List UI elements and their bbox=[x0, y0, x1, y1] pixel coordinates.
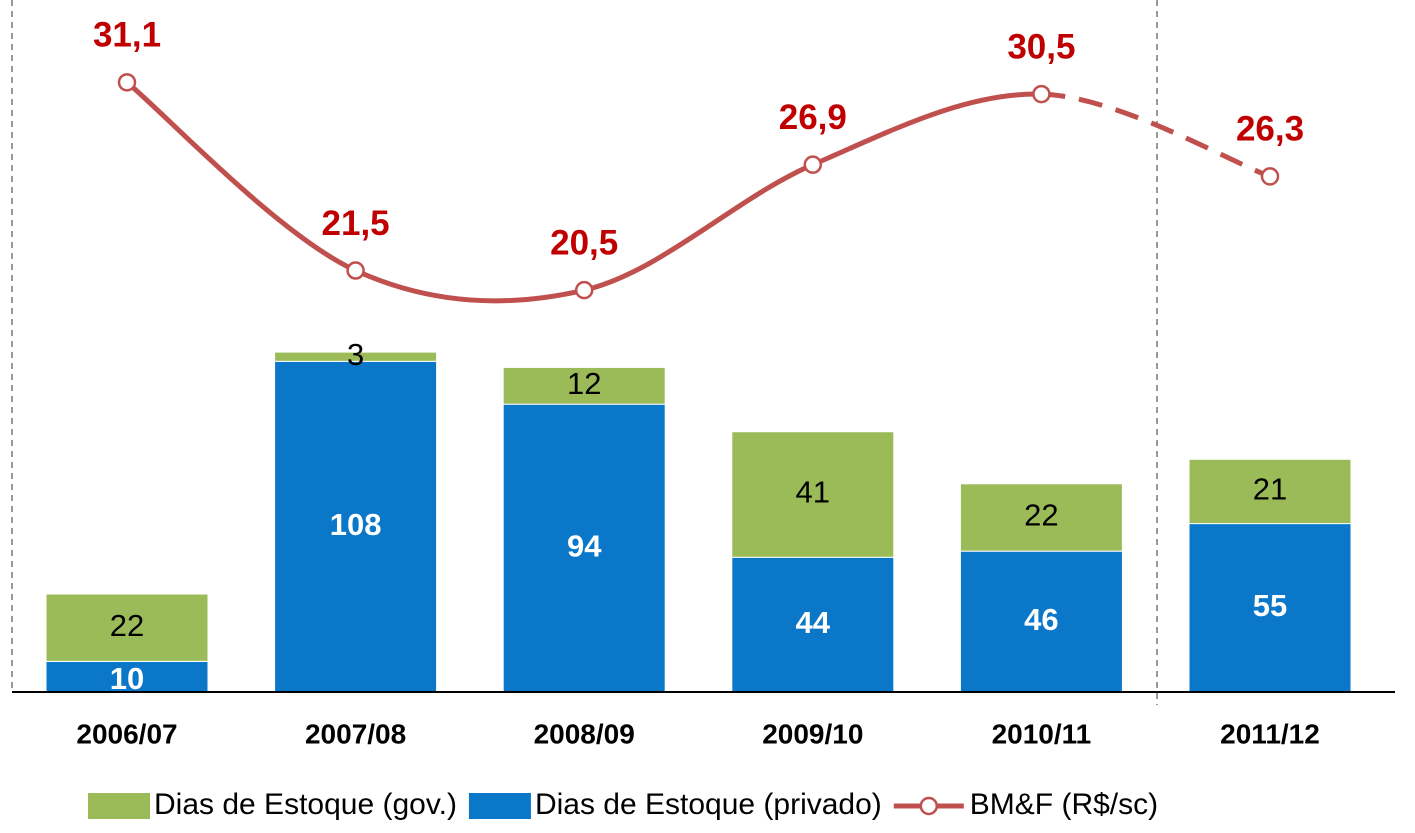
bar-segment bbox=[731, 431, 895, 558]
x-tick-label: 2007/08 bbox=[305, 718, 406, 749]
x-tick-label: 2006/07 bbox=[76, 718, 177, 749]
data-label: 22 bbox=[110, 608, 144, 643]
line-marker bbox=[574, 280, 594, 300]
legend-swatch bbox=[919, 796, 939, 816]
x-tick-label: 2008/09 bbox=[534, 718, 635, 749]
data-label: 10 bbox=[110, 661, 144, 696]
data-label: 31,1 bbox=[93, 16, 161, 55]
data-label: 30,5 bbox=[1007, 27, 1075, 66]
data-label: 46 bbox=[1024, 602, 1058, 637]
data-label: 26,3 bbox=[1236, 110, 1304, 149]
data-label: 44 bbox=[796, 605, 831, 640]
x-tick-label: 2011/12 bbox=[1220, 718, 1320, 749]
line-marker bbox=[117, 73, 137, 92]
data-label: 22 bbox=[1024, 498, 1058, 533]
bar-segment bbox=[959, 483, 1123, 552]
x-tick-label: 2010/11 bbox=[992, 718, 1092, 749]
bar-segment bbox=[502, 366, 666, 405]
data-label: 21 bbox=[1253, 472, 1287, 507]
x-tick-label: 2009/10 bbox=[762, 718, 863, 749]
bar-segment bbox=[45, 593, 209, 662]
legend-label: Dias de Estoque (gov.) bbox=[154, 788, 457, 821]
bar-segment bbox=[502, 403, 666, 693]
bar-segment bbox=[45, 660, 209, 693]
legend-swatch bbox=[88, 793, 150, 819]
legend-label: Dias de Estoque (privado) bbox=[535, 788, 882, 821]
bar-segment bbox=[274, 360, 438, 693]
line-marker bbox=[803, 155, 823, 174]
data-label: 108 bbox=[330, 507, 382, 542]
bar-segment bbox=[1188, 523, 1352, 693]
data-label: 12 bbox=[567, 366, 601, 401]
legend-swatch bbox=[468, 793, 531, 819]
line-marker bbox=[346, 261, 365, 280]
line-marker bbox=[1032, 84, 1051, 104]
line-marker bbox=[1260, 167, 1280, 186]
data-label: 41 bbox=[796, 475, 830, 510]
data-label: 3 bbox=[347, 337, 364, 372]
data-label: 55 bbox=[1253, 588, 1287, 623]
line-projection bbox=[1041, 91, 1271, 179]
line bbox=[125, 80, 1042, 304]
bar-segment bbox=[1188, 458, 1352, 525]
data-label: 20,5 bbox=[550, 223, 618, 262]
data-label: 26,9 bbox=[779, 98, 847, 137]
legend-label: BM&F (R$/sc) bbox=[970, 788, 1158, 821]
data-label: 21,5 bbox=[322, 204, 390, 243]
data-label: 94 bbox=[567, 528, 602, 563]
bar-segment bbox=[274, 351, 438, 362]
